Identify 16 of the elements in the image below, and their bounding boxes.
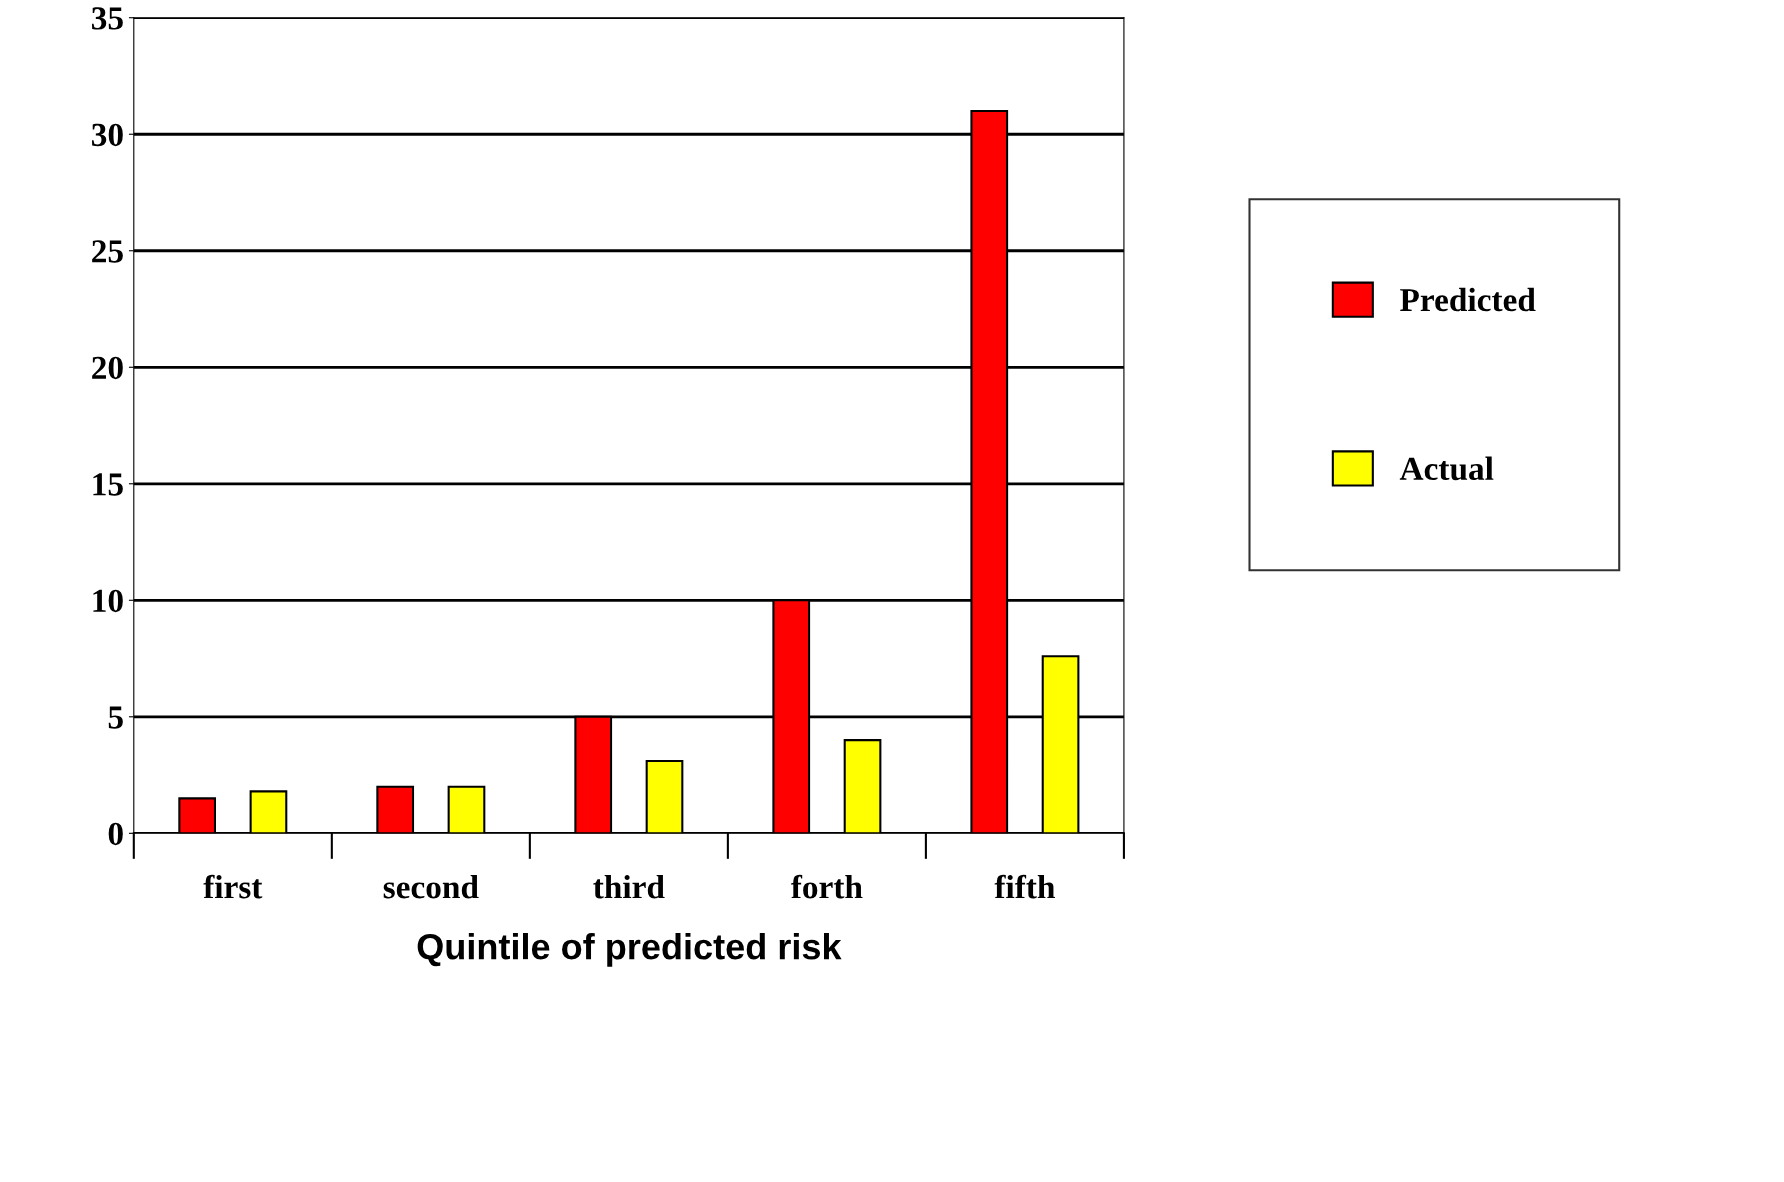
x-tick-label: third: [593, 874, 665, 899]
y-tick-label: 35: [92, 7, 123, 30]
x-axis-title: Quintile of predicted risk: [417, 932, 842, 967]
legend-label: Predicted: [1400, 287, 1536, 312]
y-tick-label: 10: [93, 589, 123, 613]
y-tick-label: 30: [92, 123, 123, 147]
y-tick-label: 0: [108, 822, 123, 846]
legend-label: Actual: [1399, 456, 1494, 481]
y-tick-label: 5: [108, 706, 123, 729]
x-tick-label: forth: [791, 874, 863, 899]
x-tick-label: first: [203, 874, 263, 899]
x-tick-label: fifth: [994, 874, 1055, 899]
y-tick-label: 25: [92, 240, 123, 263]
y-tick-label: 15: [93, 473, 123, 496]
y-tick-label: 20: [92, 356, 123, 380]
x-tick-label: second: [383, 874, 479, 899]
